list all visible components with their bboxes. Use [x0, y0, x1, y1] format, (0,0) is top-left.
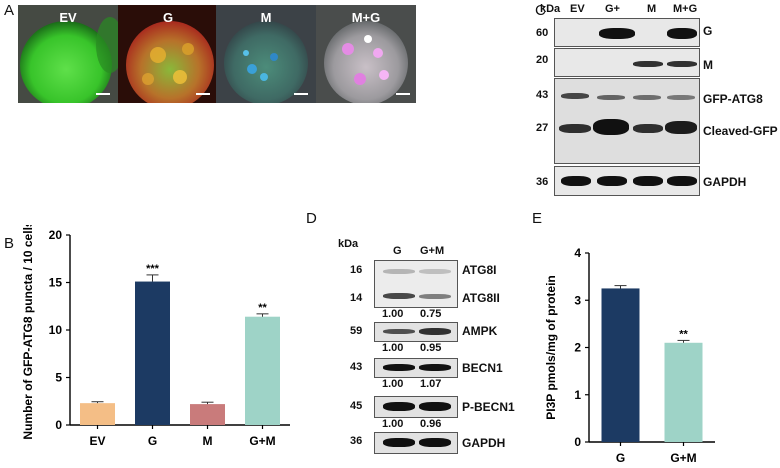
- panel-c-marker-60: 60: [536, 27, 549, 39]
- micrograph-g: [118, 5, 218, 103]
- panel-d-quant-4-gm: 0.96: [420, 418, 442, 430]
- panel-c-label-m: M: [703, 58, 713, 72]
- y-tick-label: 3: [574, 293, 581, 307]
- bar-G+M: [245, 316, 280, 425]
- panel-c-kda-header: kDa: [540, 3, 561, 15]
- y-tick-label: 1: [574, 388, 581, 402]
- y-tick-label: 4: [574, 246, 581, 260]
- panel-letter-e: E: [532, 210, 543, 227]
- panel-d-label-becn1: BECN1: [462, 361, 503, 375]
- micrograph-m: [216, 5, 316, 103]
- panel-d-marker-59: 59: [350, 325, 363, 337]
- panel-d-quant-2-g: 1.00: [382, 342, 404, 354]
- panel-d-label-atg8i: ATG8I: [462, 263, 497, 277]
- blot-c-g: [554, 18, 700, 47]
- panel-c-marker-20: 20: [536, 54, 549, 66]
- panel-d-label-gapdh: GAPDH: [462, 436, 506, 450]
- panel-d-quant-3-gm: 1.07: [420, 378, 442, 390]
- blot-c-atg8: [554, 78, 700, 164]
- y-axis-label: PI3P pmols/mg of protein: [544, 275, 558, 419]
- chart-b: 0 5 10 15 20 EV *** G M ** G+M Number of GFP-ATG8 p…: [21, 225, 290, 448]
- panel-c-label-cleaved-gfp: Cleaved-GFP: [703, 124, 778, 138]
- panel-c-label-gfp-atg8: GFP-ATG8: [703, 92, 763, 106]
- panel-d-label-p-becn1: P-BECN1: [462, 400, 515, 414]
- panel-letter-c: C: [535, 2, 546, 19]
- panel-c-lane-ev: EV: [570, 3, 585, 15]
- blot-d-atg8: [374, 260, 458, 308]
- bar-G: [135, 281, 170, 425]
- x-tick-label: M: [203, 434, 213, 448]
- panel-d-quant-1-gm: 0.75: [420, 308, 442, 320]
- panel-c-label-gapdh: GAPDH: [703, 175, 747, 189]
- x-tick-label: G+M: [670, 451, 696, 465]
- y-tick-label: 15: [49, 276, 63, 290]
- panel-d-quant-4-g: 1.00: [382, 418, 404, 430]
- micrograph-label-g: G: [162, 10, 174, 25]
- panel-d-marker-16: 16: [350, 264, 363, 276]
- panel-d-marker-36: 36: [350, 435, 363, 447]
- blot-c-m: [554, 48, 700, 77]
- y-tick-label: 20: [49, 228, 63, 242]
- panel-c-lane-mg: M+G: [673, 3, 698, 15]
- y-tick-label: 5: [55, 371, 62, 385]
- panel-d-lane-g: G: [393, 245, 402, 257]
- y-axis-label: Number of GFP-ATG8 puncta / 10 cells: [21, 225, 35, 440]
- panel-c-lane-m: M: [647, 3, 657, 15]
- panel-d-lane-gm: G+M: [420, 245, 445, 257]
- blot-d-gapdh: [374, 432, 458, 454]
- micrograph-mg: [316, 5, 416, 103]
- panel-letter-b: B: [4, 235, 15, 252]
- panel-d-quant-1-g: 1.00: [382, 308, 404, 320]
- x-tick-label: EV: [89, 434, 105, 448]
- panel-d-marker-43: 43: [350, 361, 363, 373]
- bar-G+M: [664, 342, 703, 442]
- panel-d-marker-45: 45: [350, 400, 363, 412]
- micrograph-ev: [18, 5, 118, 103]
- panel-c-marker-36: 36: [536, 176, 549, 188]
- panel-letter-d: D: [306, 210, 317, 227]
- y-tick-label: 2: [574, 341, 581, 355]
- panel-c-label-g: G: [703, 24, 713, 38]
- blot-d-p-becn1: [374, 396, 458, 418]
- blot-d-ampk: [374, 322, 458, 342]
- panel-letter-a: A: [4, 2, 15, 19]
- significance-mark: **: [679, 328, 688, 340]
- panel-d-marker-14: 14: [350, 292, 363, 304]
- blot-c-gapdh: [554, 166, 700, 196]
- panel-d-label-atg8ii: ATG8II: [462, 291, 500, 305]
- y-tick-label: 0: [574, 435, 581, 449]
- panel-d-label-ampk: AMPK: [462, 324, 498, 338]
- x-tick-label: G: [616, 451, 625, 465]
- bar-EV: [80, 403, 115, 425]
- x-tick-label: G+M: [249, 434, 275, 448]
- bar-M: [190, 404, 225, 425]
- panel-c-marker-43: 43: [536, 89, 549, 101]
- x-tick-label: G: [148, 434, 157, 448]
- panel-c-lane-g: G+: [605, 3, 620, 15]
- y-tick-label: 10: [49, 323, 63, 337]
- panel-d-quant-3-g: 1.00: [382, 378, 404, 390]
- micrograph-label-ev: EV: [59, 10, 77, 25]
- y-tick-label: 0: [55, 418, 62, 432]
- chart-e: 0 1 2 3 4 G ** G+M PI3P pmols/mg of protein: [544, 246, 715, 465]
- significance-mark: **: [258, 302, 267, 314]
- panel-d-kda-header: kDa: [338, 238, 359, 250]
- panel-d-quant-2-gm: 0.95: [420, 342, 442, 354]
- micrograph-label-mg: M+G: [351, 10, 381, 25]
- blot-d-becn1: [374, 358, 458, 378]
- micrograph-label-m: M: [260, 10, 272, 25]
- panel-c-marker-27: 27: [536, 122, 549, 134]
- bar-G: [601, 288, 640, 442]
- significance-mark: ***: [146, 263, 160, 275]
